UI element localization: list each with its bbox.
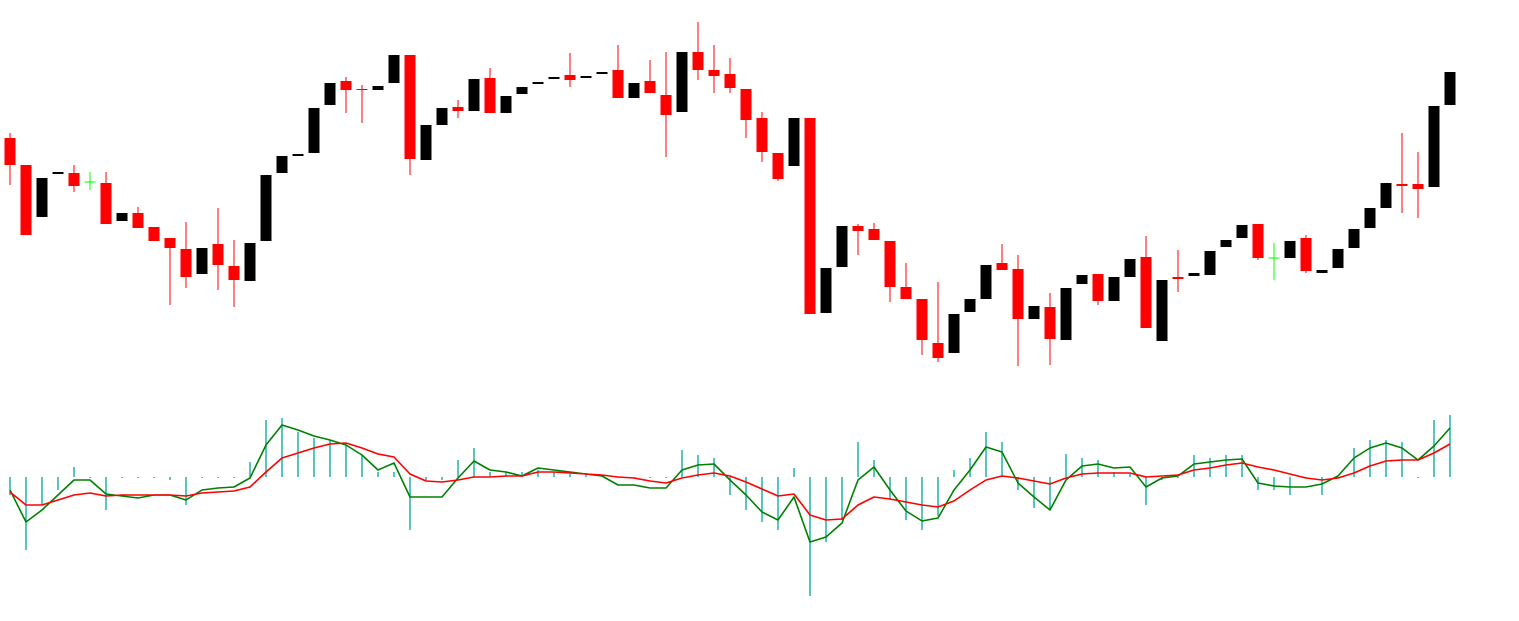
candle-body [308,108,320,153]
candle-body [548,77,560,79]
candle-body [1236,225,1248,238]
candle-body [468,79,480,111]
candle-body [1012,269,1024,319]
candle-body [180,249,192,277]
candle-body [132,213,144,228]
indicator-line [9,424,1451,543]
candle-body [436,108,448,125]
candle-body [1044,307,1056,339]
candle-body [788,118,800,166]
candle-body [164,238,176,248]
candle-body [580,76,592,78]
candle-body [244,243,256,281]
candle-body [452,107,464,111]
candle-body [1364,208,1376,228]
candle-body [1108,277,1120,301]
candle-body [1140,257,1152,328]
candle-body [724,74,736,88]
candle-body [532,82,544,84]
candle-body [388,55,400,83]
candle-body [20,165,32,235]
candle-body [836,226,848,267]
candle-body [228,266,240,280]
candle-body [404,55,416,159]
candle-body [884,241,896,287]
candle-body [596,72,608,74]
candle-body [1348,229,1360,248]
candle-body [1316,270,1328,273]
candle-body [660,95,672,115]
candle-body [420,125,432,160]
candle-body [1092,274,1104,301]
candle-body [516,87,528,94]
candle-body [1380,183,1392,208]
candle-body [196,248,208,274]
candle-body [116,213,128,221]
candle-body [1172,277,1184,279]
candle-body [1028,306,1040,319]
candle-body [484,78,496,113]
candle-body [1076,275,1088,284]
candle-body [1252,224,1264,258]
candle-body [68,173,80,186]
candle-body [1188,273,1200,276]
candle-body [740,89,752,120]
candle-body [612,70,624,98]
candle-body [1156,280,1168,341]
candle-body [292,154,304,156]
candle-body [564,75,576,80]
candle-body [676,52,688,112]
candle-body [708,70,720,76]
candle-body [1428,106,1440,187]
candle-body [1444,72,1456,105]
candle-body [1204,251,1216,275]
candle-body [52,172,64,174]
candle-body [324,83,336,105]
candle-body [36,178,48,217]
candle-body [1060,288,1072,340]
indicator-line [9,442,1451,521]
candle-body [916,299,928,340]
candle-body [148,227,160,241]
candle-body [500,96,512,113]
candle-body [1124,259,1136,277]
candle-body [4,138,16,165]
candle-body [932,343,944,358]
candle-body [980,265,992,299]
candle-body [340,81,352,90]
candle-body [756,118,768,152]
candle-body [1412,184,1424,189]
candle-body [1300,238,1312,271]
candle-body [900,287,912,299]
candle-body [1220,240,1232,247]
candle-body [772,153,784,179]
candle-body [1332,249,1344,268]
candle-body [100,183,112,224]
candle-body [276,156,288,173]
candle-body [868,229,880,240]
candle-body [804,118,816,314]
candle-body [852,226,864,231]
candle-body [260,175,272,241]
candle-body [1396,184,1408,186]
candle-body [820,268,832,313]
candle-body [948,314,960,353]
candle-body [212,244,224,265]
candle-body [356,89,368,90]
candle-body [964,299,976,312]
candle-body [372,86,384,90]
candle-body [628,83,640,98]
candle-body [692,52,704,70]
candle-body [644,81,656,93]
candle-body [1284,241,1296,258]
candle-body [996,263,1008,270]
